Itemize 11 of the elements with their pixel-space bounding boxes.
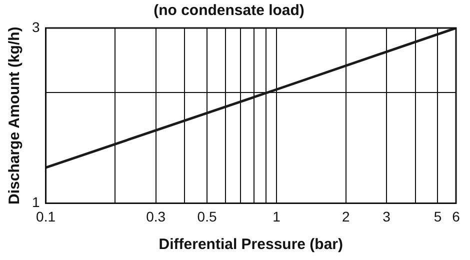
x-tick-label: 1 (272, 208, 281, 224)
y-axis-title: Discharge Amount (kg/h) (6, 26, 24, 204)
x-tick-label: 2 (342, 208, 350, 224)
x-tick-label: 6 (452, 208, 460, 224)
x-axis-title: Differential Pressure (bar) (158, 236, 344, 254)
x-tick-label: 0.1 (36, 208, 56, 224)
x-tick-label: 0.5 (197, 208, 217, 224)
x-tick-label: 5 (434, 208, 442, 224)
x-tick-label: 0.3 (146, 208, 166, 224)
chart-title: (no condensate load) (154, 2, 304, 20)
x-tick-label: 3 (382, 208, 391, 224)
